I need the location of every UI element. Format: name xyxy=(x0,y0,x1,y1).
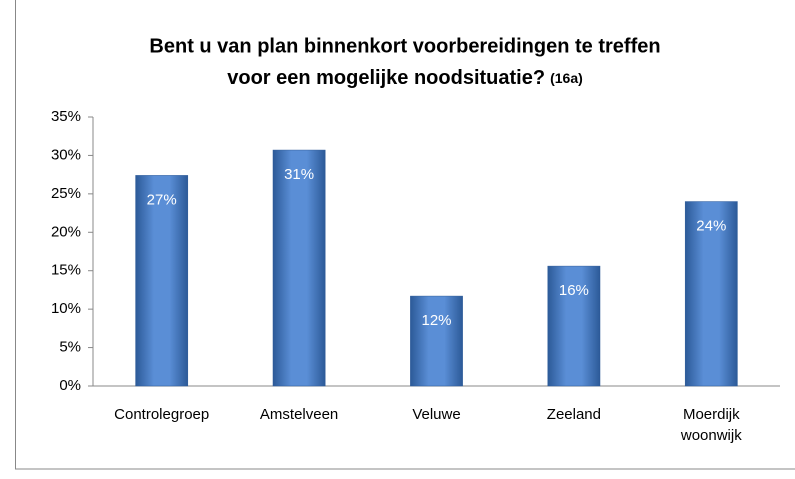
value-label: 27% xyxy=(147,191,177,208)
x-tick-label: Zeeland xyxy=(546,406,601,423)
chart-border xyxy=(15,0,795,470)
y-tick-label: 30% xyxy=(51,146,81,163)
y-tick-label: 20% xyxy=(51,223,81,240)
bar xyxy=(135,175,189,387)
chart-title-line: voor een mogelijke noodsituatie? (16a) xyxy=(227,67,583,89)
value-label: 12% xyxy=(421,312,451,329)
bar xyxy=(547,265,601,387)
y-tick-label: 35% xyxy=(51,108,81,125)
chart-title-text: voor een mogelijke noodsituatie? xyxy=(227,67,545,89)
value-label: 24% xyxy=(696,218,726,235)
x-tick-label: Amstelveen xyxy=(259,406,339,423)
y-tick-label: 25% xyxy=(51,185,81,202)
x-tick-label: Controlegroep xyxy=(114,406,210,423)
y-tick-label: 0% xyxy=(59,377,81,394)
x-tick-label: Veluwe xyxy=(412,406,461,423)
bar xyxy=(410,295,463,387)
bar xyxy=(684,201,738,387)
y-tick-label: 5% xyxy=(59,339,81,356)
x-tick-label: Moerdijk woonwijk xyxy=(680,406,742,444)
bar xyxy=(272,149,326,387)
chart-title-line: Bent u van plan binnenkort voorbereiding… xyxy=(149,35,660,57)
y-tick-label: 10% xyxy=(51,300,81,317)
chart-title-note: (16a) xyxy=(550,70,583,86)
value-label: 31% xyxy=(284,166,314,183)
value-label: 16% xyxy=(559,282,589,299)
y-tick-label: 15% xyxy=(51,262,81,279)
